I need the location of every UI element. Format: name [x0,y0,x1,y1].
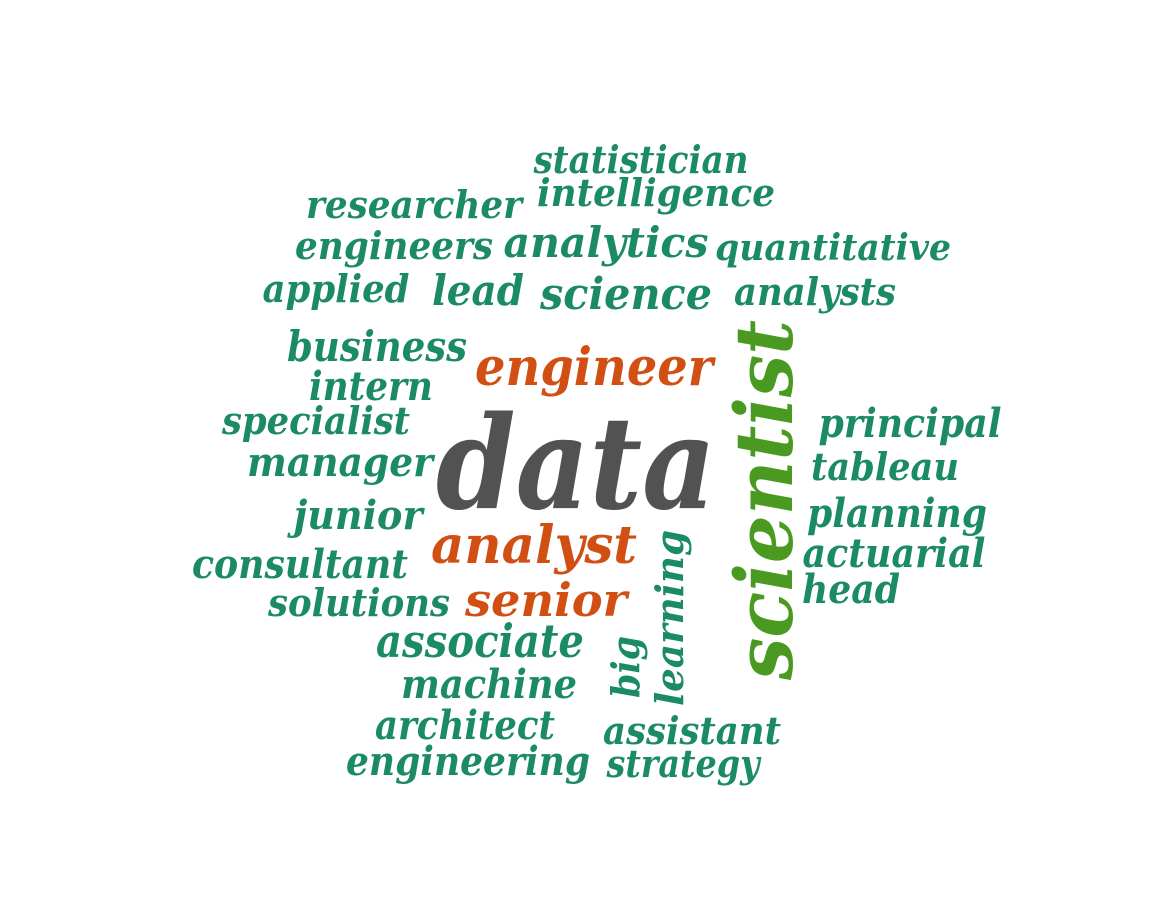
word-senior: senior [464,573,631,627]
word-junior: junior [287,492,425,539]
word-machine: machine [401,661,577,708]
word-solutions: solutions [267,580,450,625]
word-intelligence: intelligence [537,170,775,215]
word-data: data [436,389,716,539]
word-consultant: consultant [192,541,408,588]
word-science: science [539,269,712,320]
word-principal: principal [819,400,1002,447]
word-engineer: engineer [475,337,716,398]
word-quantitative: quantitative [715,227,951,269]
word-researcher: researcher [306,182,525,227]
word-lead: lead [432,266,524,315]
word-manager: manager [247,439,436,486]
word-intern: intern [309,363,433,410]
word-scientist: scientist [717,320,811,681]
word-statistician: statistician [533,137,749,182]
word-analytics: analytics [504,218,709,267]
word-applied: applied [263,266,410,311]
word-specialist: specialist [221,398,410,443]
word-architect: architect [375,702,555,749]
word-analysts: analysts [734,269,896,314]
word-analyst: analyst [431,515,637,576]
word-big: big [603,636,648,698]
word-engineers: engineers [295,223,493,268]
word-learning: learning [647,530,692,706]
word-strategy: strategy [606,741,762,786]
word-head: head [802,566,900,613]
word-associate: associate [376,614,584,668]
word-planning: planning [807,490,987,537]
word-tableau: tableau [811,444,959,489]
word-engineering: engineering [346,738,590,785]
word-assistant: assistant [603,708,781,753]
word-actuarial: actuarial [803,530,986,577]
word-business: business [287,322,467,371]
